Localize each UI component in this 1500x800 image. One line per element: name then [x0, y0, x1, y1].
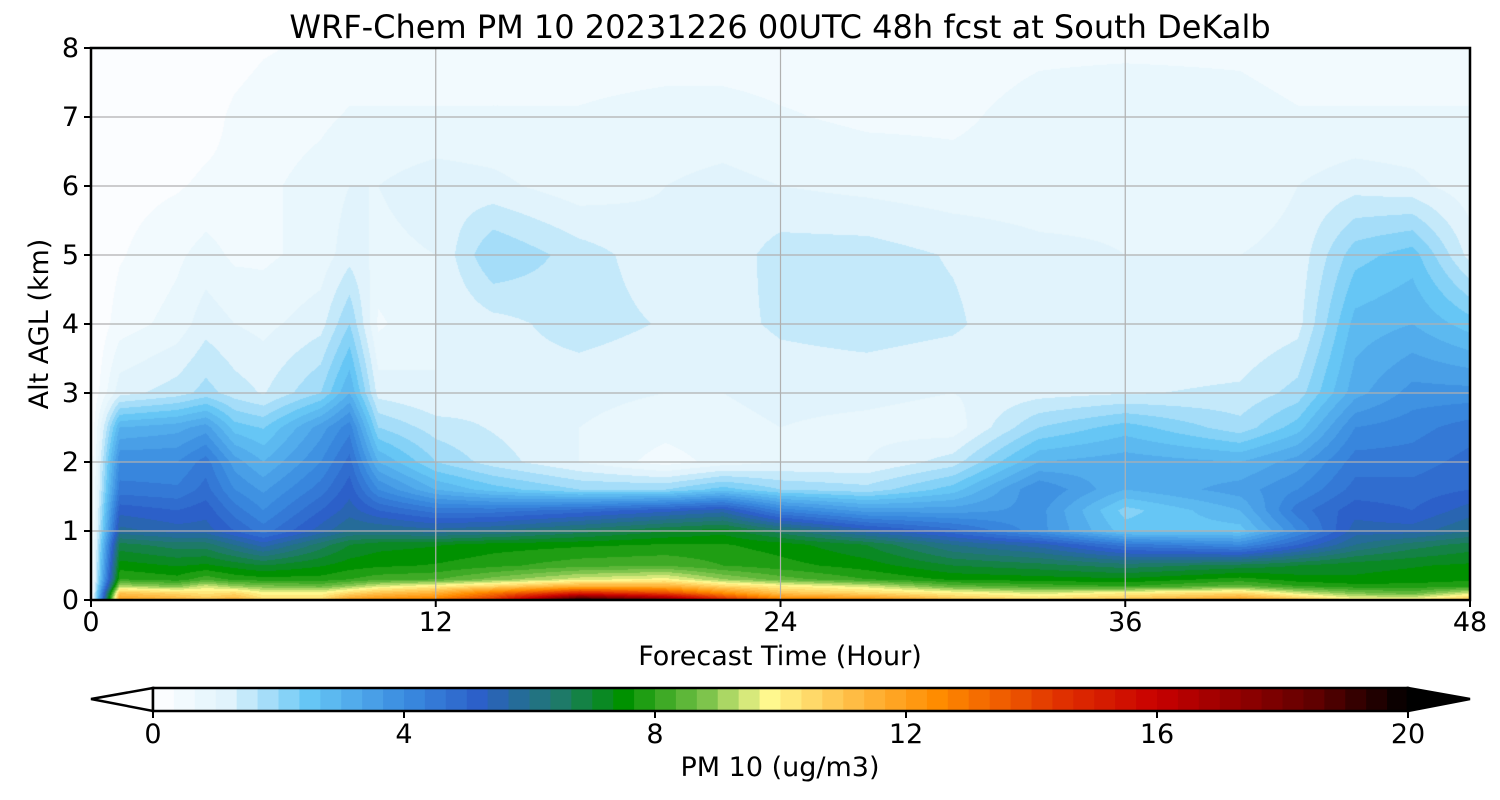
colorbar-swatch — [278, 688, 301, 711]
colorbar-swatch — [257, 688, 280, 711]
colorbar-swatch — [864, 688, 886, 711]
colorbar-swatch — [759, 688, 782, 711]
colorbar-swatch — [738, 688, 761, 711]
colorbar-ticks: 0 4 8 12 16 20 — [144, 711, 1425, 750]
colorbar-frame — [151, 686, 1410, 713]
y-tick-label: 6 — [62, 171, 79, 202]
colorbar-swatch — [1324, 688, 1346, 711]
colorbar-swatch — [613, 688, 635, 711]
colorbar-swatch — [968, 688, 991, 711]
colorbar-swatch — [885, 688, 907, 711]
colorbar-swatch — [529, 688, 552, 711]
colorbar-swatch — [1010, 688, 1033, 711]
colorbar: 0 4 8 12 16 20 PM 10 (ug/m3) — [90, 686, 1471, 783]
colorbar-swatch — [592, 688, 614, 711]
colorbar-swatch — [424, 688, 447, 711]
x-tick-label: 12 — [419, 607, 453, 638]
colorbar-swatch — [1115, 688, 1137, 711]
colorbar-tick-label: 12 — [889, 719, 923, 750]
colorbar-swatch — [153, 688, 175, 711]
colorbar-swatch — [194, 688, 217, 711]
colorbar-swatch — [236, 688, 259, 711]
colorbar-swatch — [341, 688, 363, 711]
colorbar-swatch — [320, 688, 342, 711]
x-tick-label: 0 — [82, 607, 99, 638]
colorbar-swatch — [362, 688, 384, 711]
colorbar-swatch — [1387, 688, 1409, 711]
x-axis-label: Forecast Time (Hour) — [638, 641, 922, 672]
colorbar-swatch — [1177, 688, 1200, 711]
colorbar-swatch — [1136, 688, 1158, 711]
colorbar-swatch — [801, 688, 823, 711]
chart-title: WRF-Chem PM 10 20231226 00UTC 48h fcst a… — [289, 8, 1270, 46]
colorbar-swatch — [675, 688, 698, 711]
colorbar-swatch — [299, 688, 321, 711]
y-tick-label: 5 — [62, 240, 79, 271]
x-tick-label: 24 — [763, 607, 797, 638]
x-axis: 0 12 24 36 48 — [82, 600, 1487, 638]
colorbar-swatch — [1198, 688, 1221, 711]
colorbar-swatch — [906, 688, 928, 711]
y-tick-label: 7 — [62, 102, 79, 133]
colorbar-swatch — [1345, 688, 1367, 711]
colorbar-swatch — [926, 688, 949, 711]
colorbar-swatch — [1073, 688, 1095, 711]
colorbar-swatch — [487, 688, 510, 711]
y-tick-label: 8 — [62, 33, 79, 64]
colorbar-swatch — [1031, 688, 1054, 711]
x-tick-label: 36 — [1108, 607, 1142, 638]
x-tick-label: 48 — [1453, 607, 1487, 638]
colorbar-swatch — [696, 688, 719, 711]
colorbar-swatch — [1219, 688, 1242, 711]
colorbar-swatch — [571, 688, 593, 711]
y-tick-label: 4 — [62, 309, 79, 340]
y-axis: 0 1 2 3 4 5 6 7 8 — [62, 33, 91, 616]
colorbar-swatch — [1261, 688, 1284, 711]
colorbar-swatch — [1240, 688, 1263, 711]
colorbar-swatch — [822, 688, 844, 711]
colorbar-tick-label: 16 — [1140, 719, 1174, 750]
colorbar-swatch — [1094, 688, 1116, 711]
colorbar-swatch — [173, 688, 196, 711]
colorbar-extend-max — [1406, 686, 1471, 713]
colorbar-swatch — [1303, 688, 1325, 711]
colorbar-swatch — [404, 688, 426, 711]
colorbar-swatch — [989, 688, 1012, 711]
colorbar-tick-label: 0 — [144, 719, 161, 750]
colorbar-swatch — [947, 688, 970, 711]
colorbar-swatch — [1282, 688, 1305, 711]
colorbar-swatch — [655, 688, 677, 711]
colorbar-swatch — [843, 688, 865, 711]
colorbar-swatch — [634, 688, 656, 711]
colorbar-swatch — [780, 688, 803, 711]
colorbar-tick-label: 4 — [395, 719, 412, 750]
colorbar-swatch — [508, 688, 531, 711]
colorbar-swatch — [383, 688, 405, 711]
y-axis-label: Alt AGL (km) — [24, 239, 55, 410]
colorbar-tick-label: 20 — [1391, 719, 1425, 750]
colorbar-swatch — [215, 688, 238, 711]
y-tick-label: 0 — [62, 585, 79, 616]
colorbar-swatch — [550, 688, 572, 711]
colorbar-swatch — [717, 688, 740, 711]
colorbar-swatch — [445, 688, 468, 711]
y-tick-label: 3 — [62, 378, 79, 409]
colorbar-extend-min — [90, 686, 155, 713]
colorbar-tick-label: 8 — [646, 719, 663, 750]
y-tick-label: 2 — [62, 447, 79, 478]
colorbar-swatch — [1157, 688, 1179, 711]
y-tick-label: 1 — [62, 516, 79, 547]
colorbar-label: PM 10 (ug/m3) — [681, 752, 880, 783]
colorbar-swatch — [466, 688, 489, 711]
colorbar-swatch — [1052, 688, 1074, 711]
colorbar-swatch — [1366, 688, 1388, 711]
